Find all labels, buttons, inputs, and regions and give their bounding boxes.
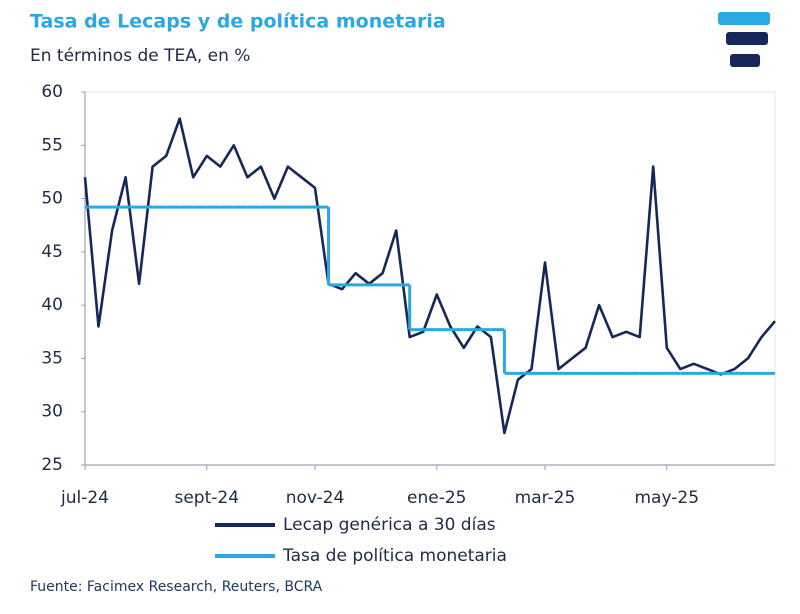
series-line bbox=[83, 117, 776, 435]
x-tick-label: mar-25 bbox=[515, 488, 576, 508]
y-tick-label: 40 bbox=[41, 295, 63, 315]
logo bbox=[718, 12, 770, 67]
logo-bar bbox=[730, 54, 760, 67]
y-tick-label: 45 bbox=[41, 242, 63, 262]
x-tick-label: may-25 bbox=[635, 488, 700, 508]
legend-label: Tasa de política monetaria bbox=[282, 546, 507, 566]
plot-frame bbox=[84, 91, 776, 466]
y-tick-label: 50 bbox=[41, 189, 63, 209]
chart-subtitle: En términos de TEA, en % bbox=[30, 46, 250, 66]
x-tick-label: jul-24 bbox=[60, 488, 109, 508]
y-tick-label: 60 bbox=[41, 82, 63, 102]
y-tick-label: 30 bbox=[41, 402, 63, 422]
logo-bar bbox=[726, 32, 768, 45]
x-tick-label: ene-25 bbox=[407, 488, 466, 508]
x-tick-label: nov-24 bbox=[286, 488, 345, 508]
y-tick-label: 55 bbox=[41, 135, 63, 155]
chart-title: Tasa de Lecaps y de política monetaria bbox=[30, 11, 446, 33]
legend-label: Lecap genérica a 30 días bbox=[283, 515, 496, 535]
y-tick-label: 35 bbox=[41, 348, 63, 368]
source-note: Fuente: Facimex Research, Reuters, BCRA bbox=[30, 579, 323, 595]
x-tick-label: sept-24 bbox=[174, 488, 239, 508]
y-tick-label: 25 bbox=[41, 455, 63, 475]
logo-bar bbox=[718, 12, 770, 25]
